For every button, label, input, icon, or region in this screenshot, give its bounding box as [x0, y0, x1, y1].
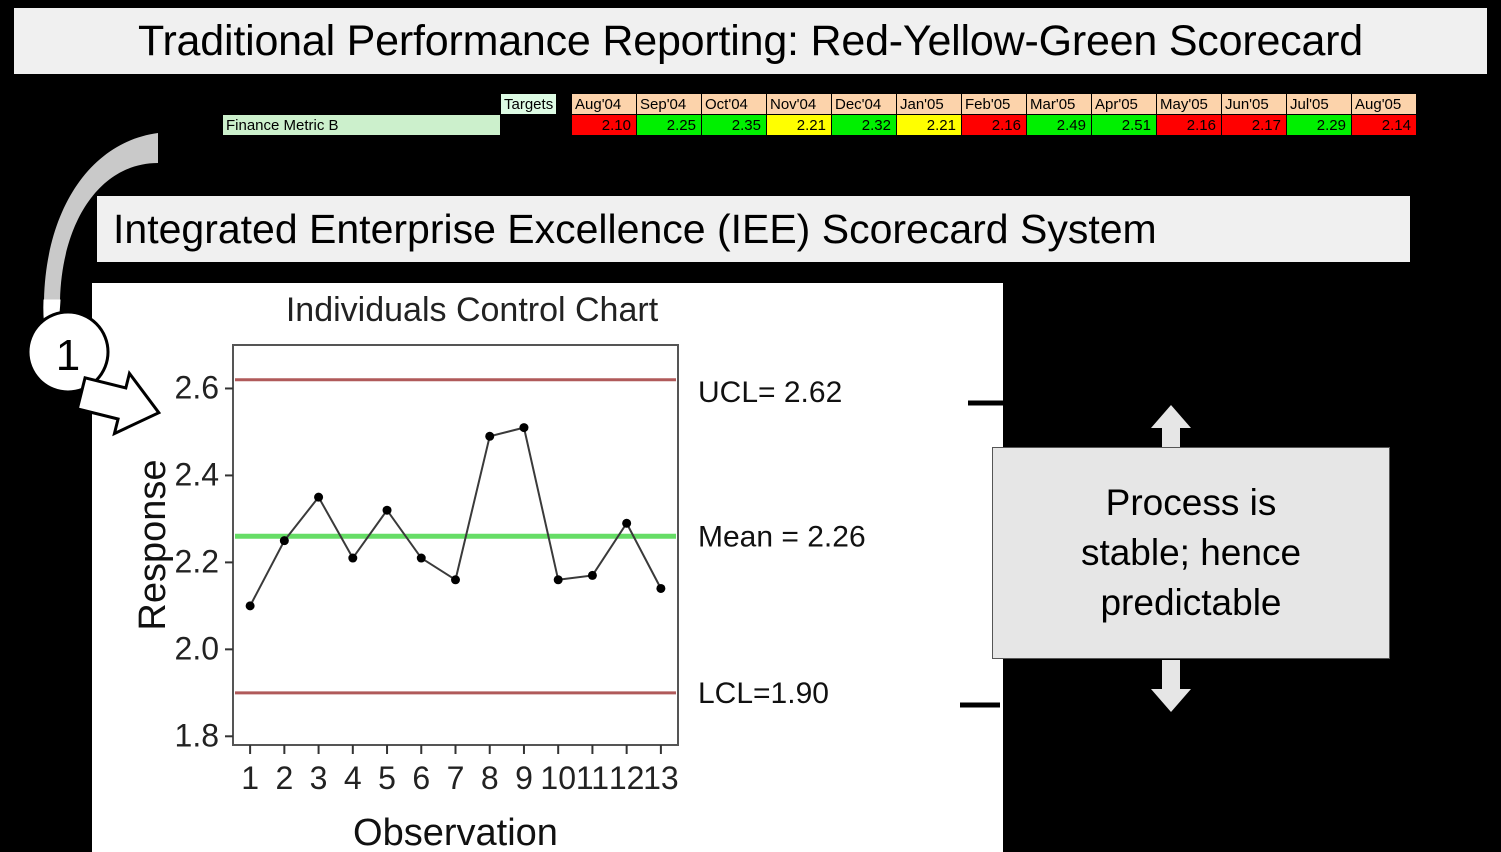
callout-up-arrow-icon: [1151, 405, 1191, 447]
data-point-marker: [519, 423, 529, 433]
curved-flow-arrow-tail: [43, 299, 61, 357]
iee-banner-title: Integrated Enterprise Excellence (IEE) S…: [113, 205, 1157, 252]
table-row: Finance Metric B: [222, 114, 557, 136]
column-header-month: Oct'04: [701, 93, 767, 115]
data-point-marker: [622, 518, 632, 528]
control-chart-panel: Individuals Control Chart 1.8 2.0 2.2 2.4 2.…: [92, 283, 1003, 852]
iee-banner: Integrated Enterprise Excellence (IEE) S…: [97, 196, 1410, 262]
x-axis-tick-label: 9: [515, 760, 533, 796]
x-axis-tick-label: 4: [344, 760, 362, 796]
metric-value-cell: 2.17: [1221, 114, 1287, 136]
data-point-marker: [348, 553, 358, 563]
lcl-label: LCL=1.90: [698, 677, 829, 710]
y-axis-tick-label: 2.0: [175, 630, 219, 666]
x-axis-tick-label: 8: [481, 760, 499, 796]
column-header-month: Mar'05: [1026, 93, 1092, 115]
x-axis-tick-label: 7: [447, 760, 465, 796]
callout-line-2: stable; hence: [1080, 532, 1302, 573]
x-axis-tick-label: 3: [310, 760, 328, 796]
page-title: Traditional Performance Reporting: Red-Y…: [137, 16, 1364, 65]
metric-value-cell: 2.35: [701, 114, 767, 136]
metric-value-cell: 2.14: [1351, 114, 1417, 136]
data-point-marker: [279, 536, 289, 546]
y-axis-tick-label: 1.8: [175, 717, 219, 753]
metric-value-cell: 2.51: [1091, 114, 1157, 136]
data-point-marker: [656, 583, 666, 593]
data-point-marker: [314, 492, 324, 502]
callout-line-1: Process is: [1105, 482, 1277, 523]
x-axis-tick-label: 13: [643, 760, 679, 796]
x-axis-title: Observation: [353, 812, 558, 852]
y-axis-tick-label: 2.4: [175, 456, 219, 492]
x-axis-tick-label: 1: [241, 760, 259, 796]
metric-value-cell: 2.29: [1286, 114, 1352, 136]
metric-value-cell: 2.21: [766, 114, 832, 136]
process-stable-callout: Process is stable; hence predictable: [992, 447, 1390, 659]
callout-down-arrow-icon: [1151, 660, 1191, 712]
scorecard-table: Targets Finance Metric B: [222, 93, 558, 136]
column-header-month: Jul'05: [1286, 93, 1352, 115]
scorecard-months-table: Aug'04 Sep'04 Oct'04 Nov'04 Dec'04 Jan'05 Feb'…: [571, 93, 1417, 136]
callout-line-3: predictable: [1100, 582, 1282, 623]
header-spacer-cell: [222, 93, 501, 115]
data-point-marker: [245, 601, 255, 611]
metric-value-cell: 2.10: [571, 114, 637, 136]
months-header-row: Aug'04 Sep'04 Oct'04 Nov'04 Dec'04 Jan'05 Feb'…: [571, 93, 1417, 115]
metric-value-cell: 2.21: [896, 114, 962, 136]
page-title-banner: Traditional Performance Reporting: Red-Y…: [14, 8, 1487, 74]
column-header-month: Sep'04: [636, 93, 702, 115]
column-header-targets: Targets: [499, 93, 558, 115]
table-header-row: Targets: [222, 93, 558, 115]
column-header-month: Jun'05: [1221, 93, 1287, 115]
metric-name-cell: Finance Metric B: [222, 114, 501, 136]
column-header-month: Apr'05: [1091, 93, 1157, 115]
data-point-marker: [587, 570, 597, 580]
x-axis-tick-label: 11: [576, 760, 609, 796]
control-chart-svg: 1.82.02.22.42.61 2 3 4 5 6 7 8 9 10 11 1213Response…: [132, 344, 866, 852]
column-header-month: Feb'05: [961, 93, 1027, 115]
data-point-marker: [382, 505, 392, 515]
step-number-label: 1: [56, 331, 80, 380]
target-value-cell: [500, 114, 557, 136]
metric-value-cell: 2.32: [831, 114, 897, 136]
data-point-marker: [451, 575, 460, 585]
plot-frame: [232, 344, 679, 746]
metric-value-cell: 2.49: [1026, 114, 1092, 136]
mean-label: Mean = 2.26: [698, 520, 866, 553]
y-axis-tick-label: 2.6: [175, 369, 219, 405]
x-axis-tick-label: 12: [609, 760, 645, 796]
data-point-marker: [553, 575, 563, 585]
y-axis-tick-label: 2.2: [175, 543, 219, 579]
column-header-month: Jan'05: [896, 93, 962, 115]
x-axis-tick-label: 10: [540, 760, 576, 796]
data-point-marker: [416, 553, 426, 563]
column-header-month: Aug'05: [1351, 93, 1417, 115]
ucl-label: UCL= 2.62: [698, 376, 842, 409]
months-value-row: 2.10 2.25 2.35 2.21 2.32 2.21 2.16 2.49 2.51 2.16…: [571, 114, 1417, 136]
x-axis-tick-label: 2: [275, 760, 293, 796]
y-axis-title: Response: [132, 459, 174, 630]
column-header-month: Dec'04: [831, 93, 897, 115]
metric-value-cell: 2.16: [961, 114, 1027, 136]
x-axis-tick-label: 5: [378, 760, 396, 796]
column-header-month: Nov'04: [766, 93, 832, 115]
x-axis-tick-label: 6: [412, 760, 430, 796]
metric-value-cell: 2.25: [636, 114, 702, 136]
column-header-month: May'05: [1156, 93, 1222, 115]
column-header-month: Aug'04: [571, 93, 637, 115]
data-point-marker: [485, 431, 495, 441]
metric-value-cell: 2.16: [1156, 114, 1222, 136]
chart-title: Individuals Control Chart: [285, 291, 659, 329]
